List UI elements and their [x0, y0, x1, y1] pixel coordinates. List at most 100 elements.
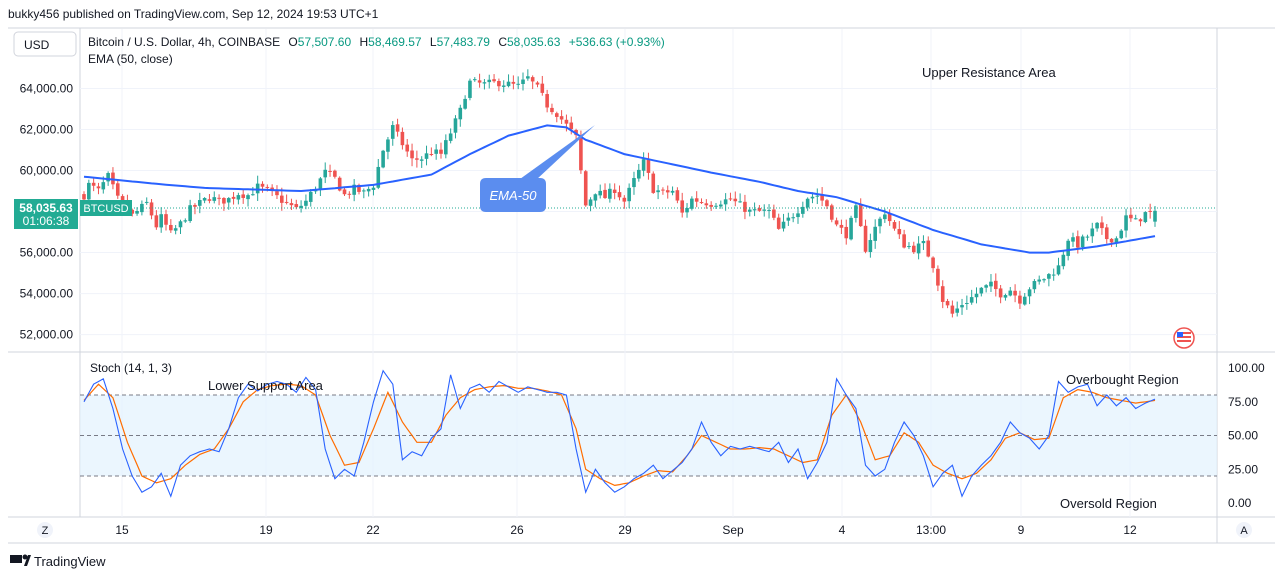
candle-body	[173, 228, 178, 231]
candle-body	[115, 183, 120, 196]
candle-body	[728, 198, 733, 200]
candle-body	[897, 229, 902, 235]
candle-body	[289, 203, 294, 206]
candle-body	[1080, 236, 1085, 248]
candle-body	[699, 202, 704, 204]
candle-body	[415, 158, 419, 160]
candle-body	[743, 201, 747, 212]
oversold-label: Oversold Region	[1060, 496, 1157, 511]
candle-body	[965, 303, 969, 305]
candle-body	[390, 125, 395, 139]
candle-body	[1076, 236, 1080, 248]
published-text: bukky456 published on TradingView.com, S…	[8, 7, 379, 21]
candle-body	[395, 124, 400, 132]
candle-body	[694, 198, 699, 202]
candle-body	[246, 195, 250, 200]
candle-body	[559, 116, 564, 120]
candle-body	[1018, 295, 1022, 304]
candle-body	[91, 182, 96, 186]
time-tick-label: 15	[115, 523, 129, 537]
price-tick-label: 52,000.00	[20, 328, 74, 342]
candle-body	[342, 189, 347, 195]
candle-body	[883, 214, 887, 220]
candle-body	[1100, 222, 1104, 229]
candle-body	[347, 193, 352, 195]
tradingview-logo: TradingView	[10, 554, 106, 569]
candle-body	[849, 217, 853, 240]
upper-resistance-label: Upper Resistance Area	[922, 65, 1056, 80]
candle-body	[535, 82, 540, 85]
candle-body	[251, 194, 255, 196]
stoch-tick-label: 0.00	[1228, 496, 1252, 510]
candle-body	[487, 79, 492, 83]
ema-50-line	[83, 124, 1156, 254]
candle-body	[776, 217, 781, 229]
lower-support-label: Lower Support Area	[208, 378, 324, 393]
stoch-legend: Stoch (14, 1, 3)	[90, 361, 172, 375]
ema50-callout-text: EMA-50	[490, 188, 538, 203]
candle-body	[328, 170, 332, 172]
candle-body	[588, 199, 593, 206]
candle-body	[468, 80, 472, 98]
candle-body	[178, 221, 183, 228]
candle-body	[419, 159, 424, 161]
candle-body	[704, 203, 709, 206]
us-flag-icon	[1173, 327, 1195, 349]
time-tick-label: 4	[839, 523, 846, 537]
candle-body	[530, 77, 535, 82]
candle-body	[550, 107, 554, 113]
candle-body	[1061, 254, 1066, 267]
candle-body	[453, 118, 458, 133]
currency-button[interactable]: USD	[13, 31, 77, 57]
candle-body	[434, 149, 438, 154]
candle-body	[984, 285, 988, 288]
stoch-d-line	[83, 383, 1156, 487]
candle-body	[1003, 295, 1008, 298]
candle-body	[656, 190, 660, 193]
candle-body	[1008, 290, 1013, 296]
candle-body	[646, 159, 651, 173]
candle-body	[815, 195, 820, 197]
candle-body	[1032, 281, 1037, 290]
log-scale-button[interactable]: Z	[37, 522, 53, 538]
candle-body	[801, 206, 805, 214]
time-tick-label: 29	[618, 523, 632, 537]
price-tick-label: 62,000.00	[20, 122, 74, 136]
candle-body	[506, 81, 511, 87]
candle-body	[1051, 274, 1056, 276]
candle-body	[521, 79, 525, 84]
price-tag-symbol: BTCUSD	[83, 203, 128, 215]
candle-body	[1071, 237, 1075, 242]
price-tick-label: 54,000.00	[20, 287, 74, 301]
candles	[82, 69, 1157, 318]
candle-body	[1148, 210, 1152, 212]
candle-body	[448, 133, 453, 141]
ema-line	[83, 124, 1156, 254]
candle-body	[463, 98, 467, 109]
candle-body	[950, 305, 955, 314]
candle-body	[989, 281, 993, 287]
time-tick-label: 12	[1123, 523, 1137, 537]
candle-body	[120, 196, 125, 202]
candle-body	[1047, 274, 1051, 279]
candle-body	[526, 76, 530, 79]
candle-body	[1013, 290, 1017, 296]
candle-body	[1095, 222, 1099, 229]
candle-body	[1138, 219, 1143, 222]
candle-body	[87, 182, 91, 200]
time-tick-label: 9	[1018, 523, 1025, 537]
auto-scale-button[interactable]: A	[1236, 522, 1252, 538]
candle-body	[207, 199, 212, 201]
candle-body	[569, 122, 574, 130]
candle-body	[472, 79, 477, 81]
candle-body	[149, 202, 154, 216]
candle-body	[690, 198, 694, 209]
candle-body	[106, 173, 110, 182]
candle-body	[829, 205, 834, 220]
candle-body	[1104, 227, 1109, 240]
candle-body	[357, 184, 361, 192]
candle-body	[260, 183, 265, 187]
candle-body	[381, 150, 385, 168]
candle-body	[632, 178, 636, 188]
candle-body	[670, 190, 675, 193]
